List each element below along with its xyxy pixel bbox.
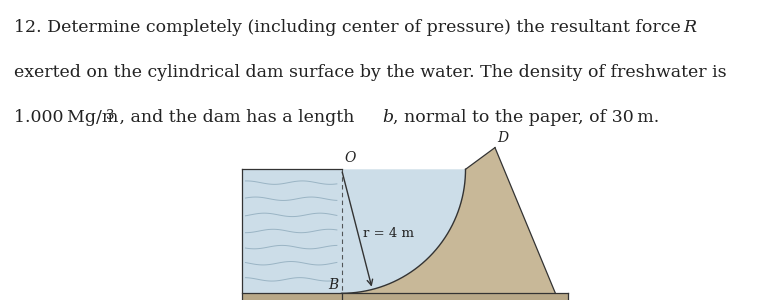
Text: b: b [382,109,393,126]
Text: 12. Determine completely (including center of pressure) the resultant force: 12. Determine completely (including cent… [14,19,686,36]
Text: B: B [328,278,338,292]
Polygon shape [242,169,466,293]
Text: R: R [683,19,696,36]
Polygon shape [341,148,556,293]
Text: D: D [497,130,508,145]
Text: , and the dam has a length: , and the dam has a length [114,109,360,126]
Polygon shape [242,293,341,300]
Text: O: O [344,151,355,165]
Text: , normal to the paper, of 30 m.: , normal to the paper, of 30 m. [393,109,660,126]
Text: 1.000 Mg/m: 1.000 Mg/m [14,109,119,126]
Text: exerted on the cylindrical dam surface by the water. The density of freshwater i: exerted on the cylindrical dam surface b… [14,64,726,81]
Text: 3: 3 [106,109,115,122]
Polygon shape [341,293,568,300]
Text: r = 4 m: r = 4 m [363,227,414,240]
